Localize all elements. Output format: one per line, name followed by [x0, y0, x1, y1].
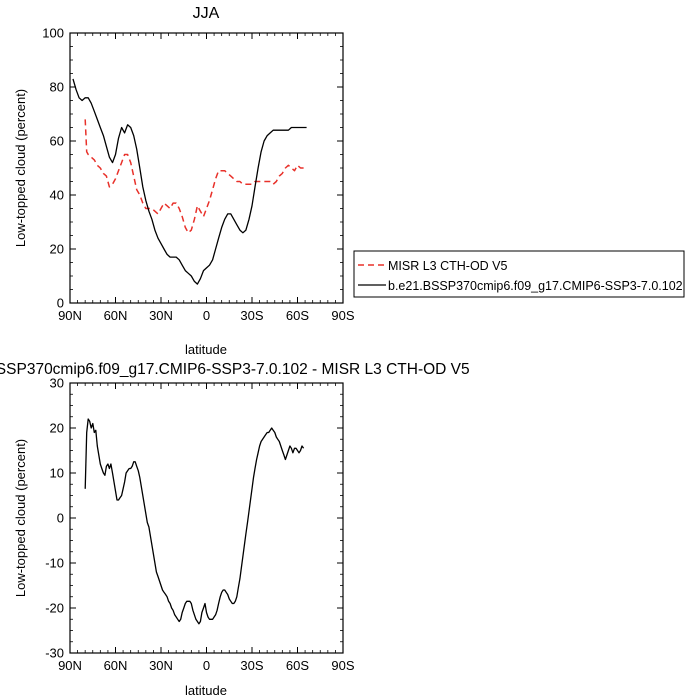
top-x-tick-label: 90S — [331, 308, 354, 323]
bottom-x-tick-label: 30S — [240, 658, 263, 673]
bottom-y-tick-label: -10 — [45, 556, 64, 571]
legend-obs-label: MISR L3 CTH-OD V5 — [388, 259, 508, 273]
legend-box — [353, 250, 685, 298]
bottom-x-tick-label: 60N — [104, 658, 128, 673]
bottom-plot-area — [84, 418, 305, 625]
top-x-axis-label: latitude — [185, 342, 227, 357]
bottom-chart-title: b.e21.BSSP370cmip6.f09_g17.CMIP6-SSP3-7.… — [0, 361, 470, 378]
top-y-tick-label: 0 — [57, 296, 64, 311]
top-y-tick-label: 40 — [50, 188, 64, 203]
legend: MISR L3 CTH-OD V5 b.e21.BSSP370cmip6.f09… — [353, 250, 685, 298]
top-panel: JJA Low-topped cloud (percent) latitude … — [13, 5, 355, 357]
top-y-tick-label: 20 — [50, 242, 64, 257]
bottom-y-tick-label: 10 — [50, 466, 64, 481]
bottom-panel: b.e21.BSSP370cmip6.f09_g17.CMIP6-SSP3-7.… — [0, 361, 470, 698]
bottom-y-tick-label: 0 — [57, 511, 64, 526]
bottom-plot-frame — [69, 382, 344, 654]
top-x-tick-label: 60N — [104, 308, 128, 323]
top-x-tick-label: 30N — [149, 308, 173, 323]
top-x-tick-label: 30S — [240, 308, 263, 323]
top-x-tick-label: 60S — [286, 308, 309, 323]
top-series-line-obs — [84, 119, 304, 234]
top-y-axis-label: Low-topped cloud (percent) — [13, 89, 28, 247]
bottom-x-tick-label: 30N — [149, 658, 173, 673]
legend-model-label: b.e21.BSSP370cmip6.f09_g17.CMIP6-SSP3-7.… — [388, 279, 683, 293]
bottom-y-tick-label: 20 — [50, 421, 64, 436]
bottom-x-tick-label: 60S — [286, 658, 309, 673]
bottom-y-tick-label: 30 — [50, 376, 64, 391]
top-y-tick-label: 80 — [50, 80, 64, 95]
top-chart-title: JJA — [193, 5, 220, 22]
top-plot-frame — [69, 32, 344, 304]
top-y-tick-label: 100 — [42, 26, 64, 41]
top-ticks: 90N 60N 30N 0 30S 60S 90S 0 20 40 60 80 100 — [42, 26, 355, 324]
bottom-y-axis-label: Low-topped cloud (percent) — [13, 439, 28, 597]
bottom-ticks: 90N 60N 30N 0 30S 60S 90S -30 -20 -10 0 10 20 30 — [45, 376, 355, 674]
bottom-y-tick-label: -30 — [45, 646, 64, 661]
top-x-tick-label: 0 — [203, 308, 210, 323]
top-y-tick-label: 60 — [50, 134, 64, 149]
top-series-line-model — [72, 78, 307, 285]
bottom-series-line-model — [84, 418, 305, 625]
bottom-x-tick-label: 0 — [203, 658, 210, 673]
top-x-tick-label: 90N — [58, 308, 82, 323]
bottom-x-tick-label: 90N — [58, 658, 82, 673]
bottom-x-tick-label: 90S — [331, 658, 354, 673]
top-plot-area — [72, 78, 307, 285]
bottom-x-axis-label: latitude — [185, 683, 227, 698]
bottom-y-tick-label: -20 — [45, 601, 64, 616]
